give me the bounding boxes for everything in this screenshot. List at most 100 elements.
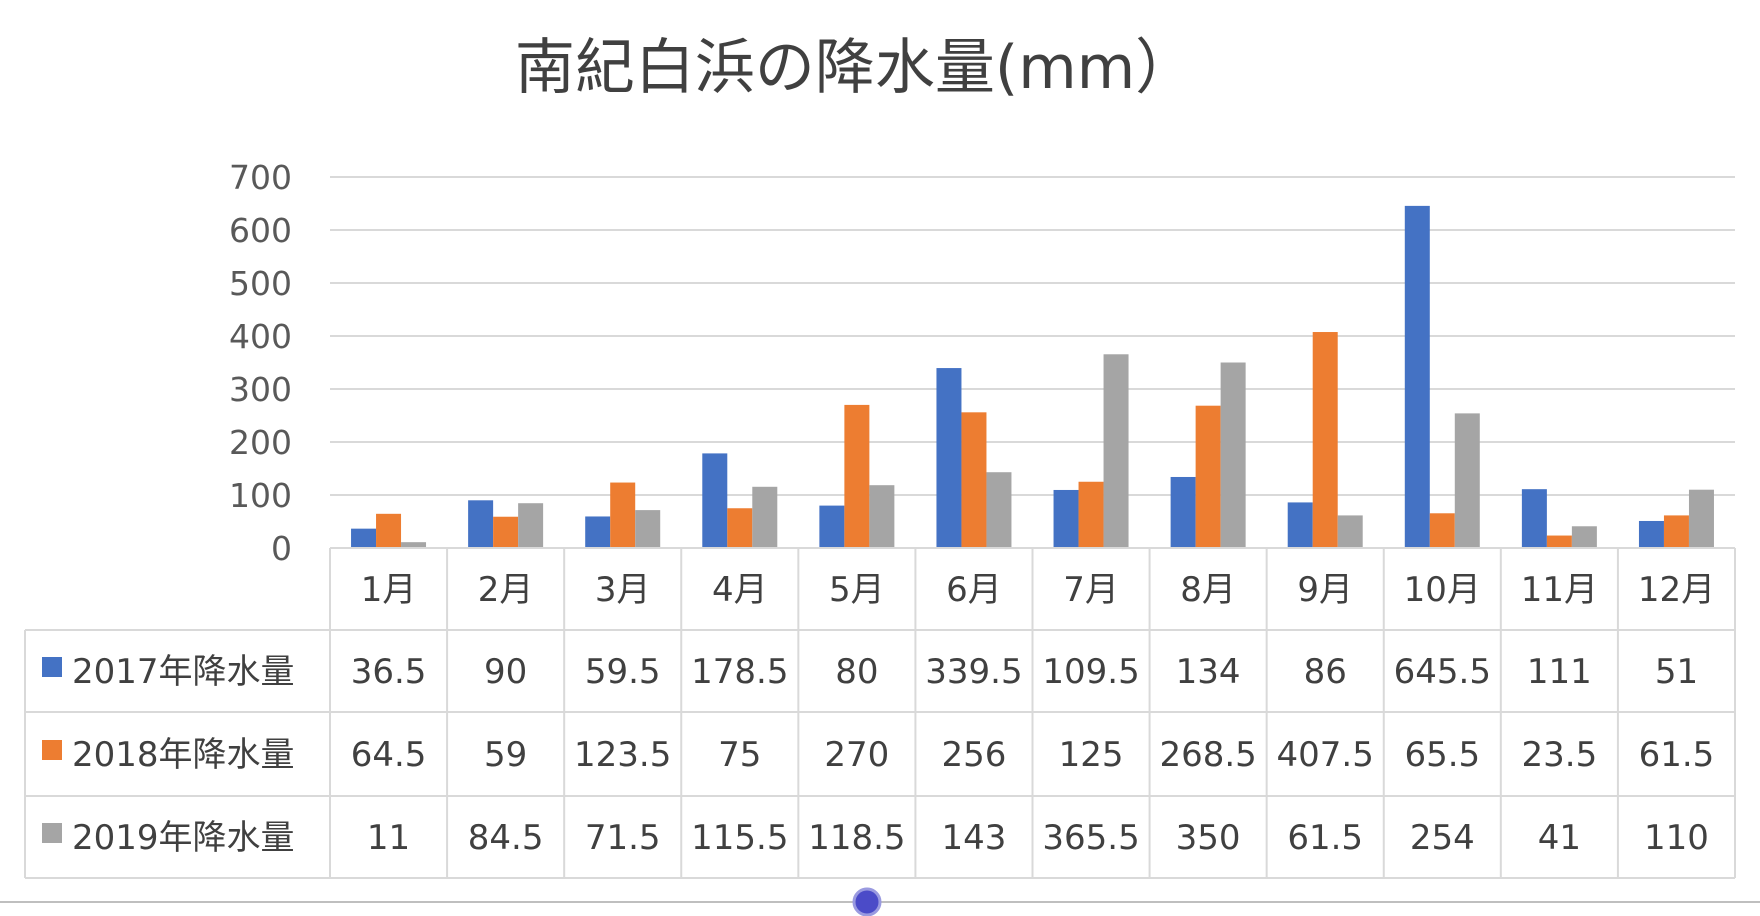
legend-swatch: [42, 657, 62, 677]
category-label: 4月: [712, 570, 768, 610]
bar: [727, 508, 753, 548]
data-label: 86: [1304, 652, 1347, 692]
bar: [376, 513, 402, 548]
bar: [585, 516, 611, 548]
data-label: 75: [718, 735, 761, 775]
bar: [961, 412, 987, 548]
data-label: 36.5: [351, 652, 427, 692]
category-label: 2月: [478, 570, 534, 610]
bar: [986, 472, 1012, 548]
data-label: 134: [1176, 652, 1241, 692]
category-label: 11月: [1521, 570, 1598, 610]
data-label: 365.5: [1042, 818, 1139, 858]
bar: [1688, 489, 1714, 548]
bar: [1571, 526, 1597, 548]
data-table: 1月 2月 3月 4月 5月 6月 7月 8月 9月 10月 11月 12月 2017年降水量 36.5 9…: [24, 547, 1736, 879]
legend-swatch: [42, 740, 62, 760]
y-tick-label: 600: [229, 211, 292, 250]
data-label: 270: [824, 735, 889, 775]
data-label: 65.5: [1404, 735, 1480, 775]
data-label: 268.5: [1159, 735, 1256, 775]
bar: [1053, 489, 1079, 548]
gridlines: [330, 176, 1735, 496]
bar: [635, 510, 661, 548]
data-label: 80: [835, 652, 878, 692]
legend-swatch: [42, 823, 62, 843]
bar: [518, 503, 544, 548]
data-label: 178.5: [691, 652, 788, 692]
data-label: 109.5: [1042, 652, 1139, 692]
y-axis-ticks: 0 100 200 300 400 500 600 700: [229, 158, 292, 568]
data-label: 84.5: [468, 818, 544, 858]
category-label: 8月: [1180, 570, 1236, 610]
data-label: 111: [1527, 652, 1592, 692]
data-label: 90: [484, 652, 527, 692]
series-name: 2019年降水量: [72, 818, 295, 858]
category-label: 3月: [595, 570, 651, 610]
category-label: 10月: [1404, 570, 1481, 610]
bar: [702, 453, 728, 548]
bar: [869, 485, 895, 548]
bar: [610, 482, 636, 548]
bar: [844, 404, 870, 548]
bar: [1454, 413, 1480, 548]
data-label: 125: [1059, 735, 1124, 775]
data-label: 41: [1538, 818, 1581, 858]
bar: [1638, 520, 1664, 548]
bar: [936, 368, 962, 548]
series-name: 2017年降水量: [72, 652, 295, 692]
data-label: 143: [942, 818, 1007, 858]
y-tick-label: 300: [229, 370, 292, 409]
bar: [1521, 489, 1547, 548]
y-tick-label: 200: [229, 423, 292, 462]
bar: [1663, 515, 1689, 548]
y-tick-label: 100: [229, 476, 292, 515]
category-label: 12月: [1638, 570, 1715, 610]
data-label: 256: [942, 735, 1007, 775]
bar: [1404, 205, 1430, 548]
data-label: 645.5: [1394, 652, 1491, 692]
y-tick-label: 700: [229, 158, 292, 197]
data-label: 123.5: [574, 735, 671, 775]
category-label: 9月: [1297, 570, 1353, 610]
category-label: 6月: [946, 570, 1002, 610]
data-label: 115.5: [691, 818, 788, 858]
category-label: 1月: [361, 570, 417, 610]
bar: [468, 500, 494, 548]
bar: [1287, 502, 1313, 548]
data-label: 118.5: [808, 818, 905, 858]
bar: [401, 542, 427, 548]
bar: [1429, 513, 1455, 548]
data-label: 61.5: [1639, 735, 1715, 775]
bar: [1337, 515, 1363, 548]
data-label: 254: [1410, 818, 1475, 858]
series-name: 2018年降水量: [72, 735, 295, 775]
data-label: 339.5: [925, 652, 1022, 692]
bar: [752, 486, 778, 548]
data-label: 350: [1176, 818, 1241, 858]
data-label: 59: [484, 735, 527, 775]
bar: [1078, 481, 1104, 548]
y-tick-label: 500: [229, 264, 292, 303]
bar: [1103, 354, 1129, 548]
data-label: 407.5: [1277, 735, 1374, 775]
data-label: 59.5: [585, 652, 661, 692]
selection-handle[interactable]: [852, 887, 882, 916]
data-label: 64.5: [351, 735, 427, 775]
category-label: 5月: [829, 570, 885, 610]
data-label: 11: [367, 818, 410, 858]
category-label: 7月: [1063, 570, 1119, 610]
data-label: 71.5: [585, 818, 661, 858]
bar: [351, 528, 377, 548]
data-label: 61.5: [1287, 818, 1363, 858]
data-label: 23.5: [1522, 735, 1598, 775]
bar: [493, 516, 519, 548]
bar: [1312, 332, 1338, 548]
bar: [819, 505, 845, 548]
y-tick-label: 0: [271, 529, 292, 568]
bar: [1170, 476, 1196, 548]
bar: [1546, 535, 1572, 548]
data-label: 51: [1655, 652, 1698, 692]
y-tick-label: 400: [229, 317, 292, 356]
